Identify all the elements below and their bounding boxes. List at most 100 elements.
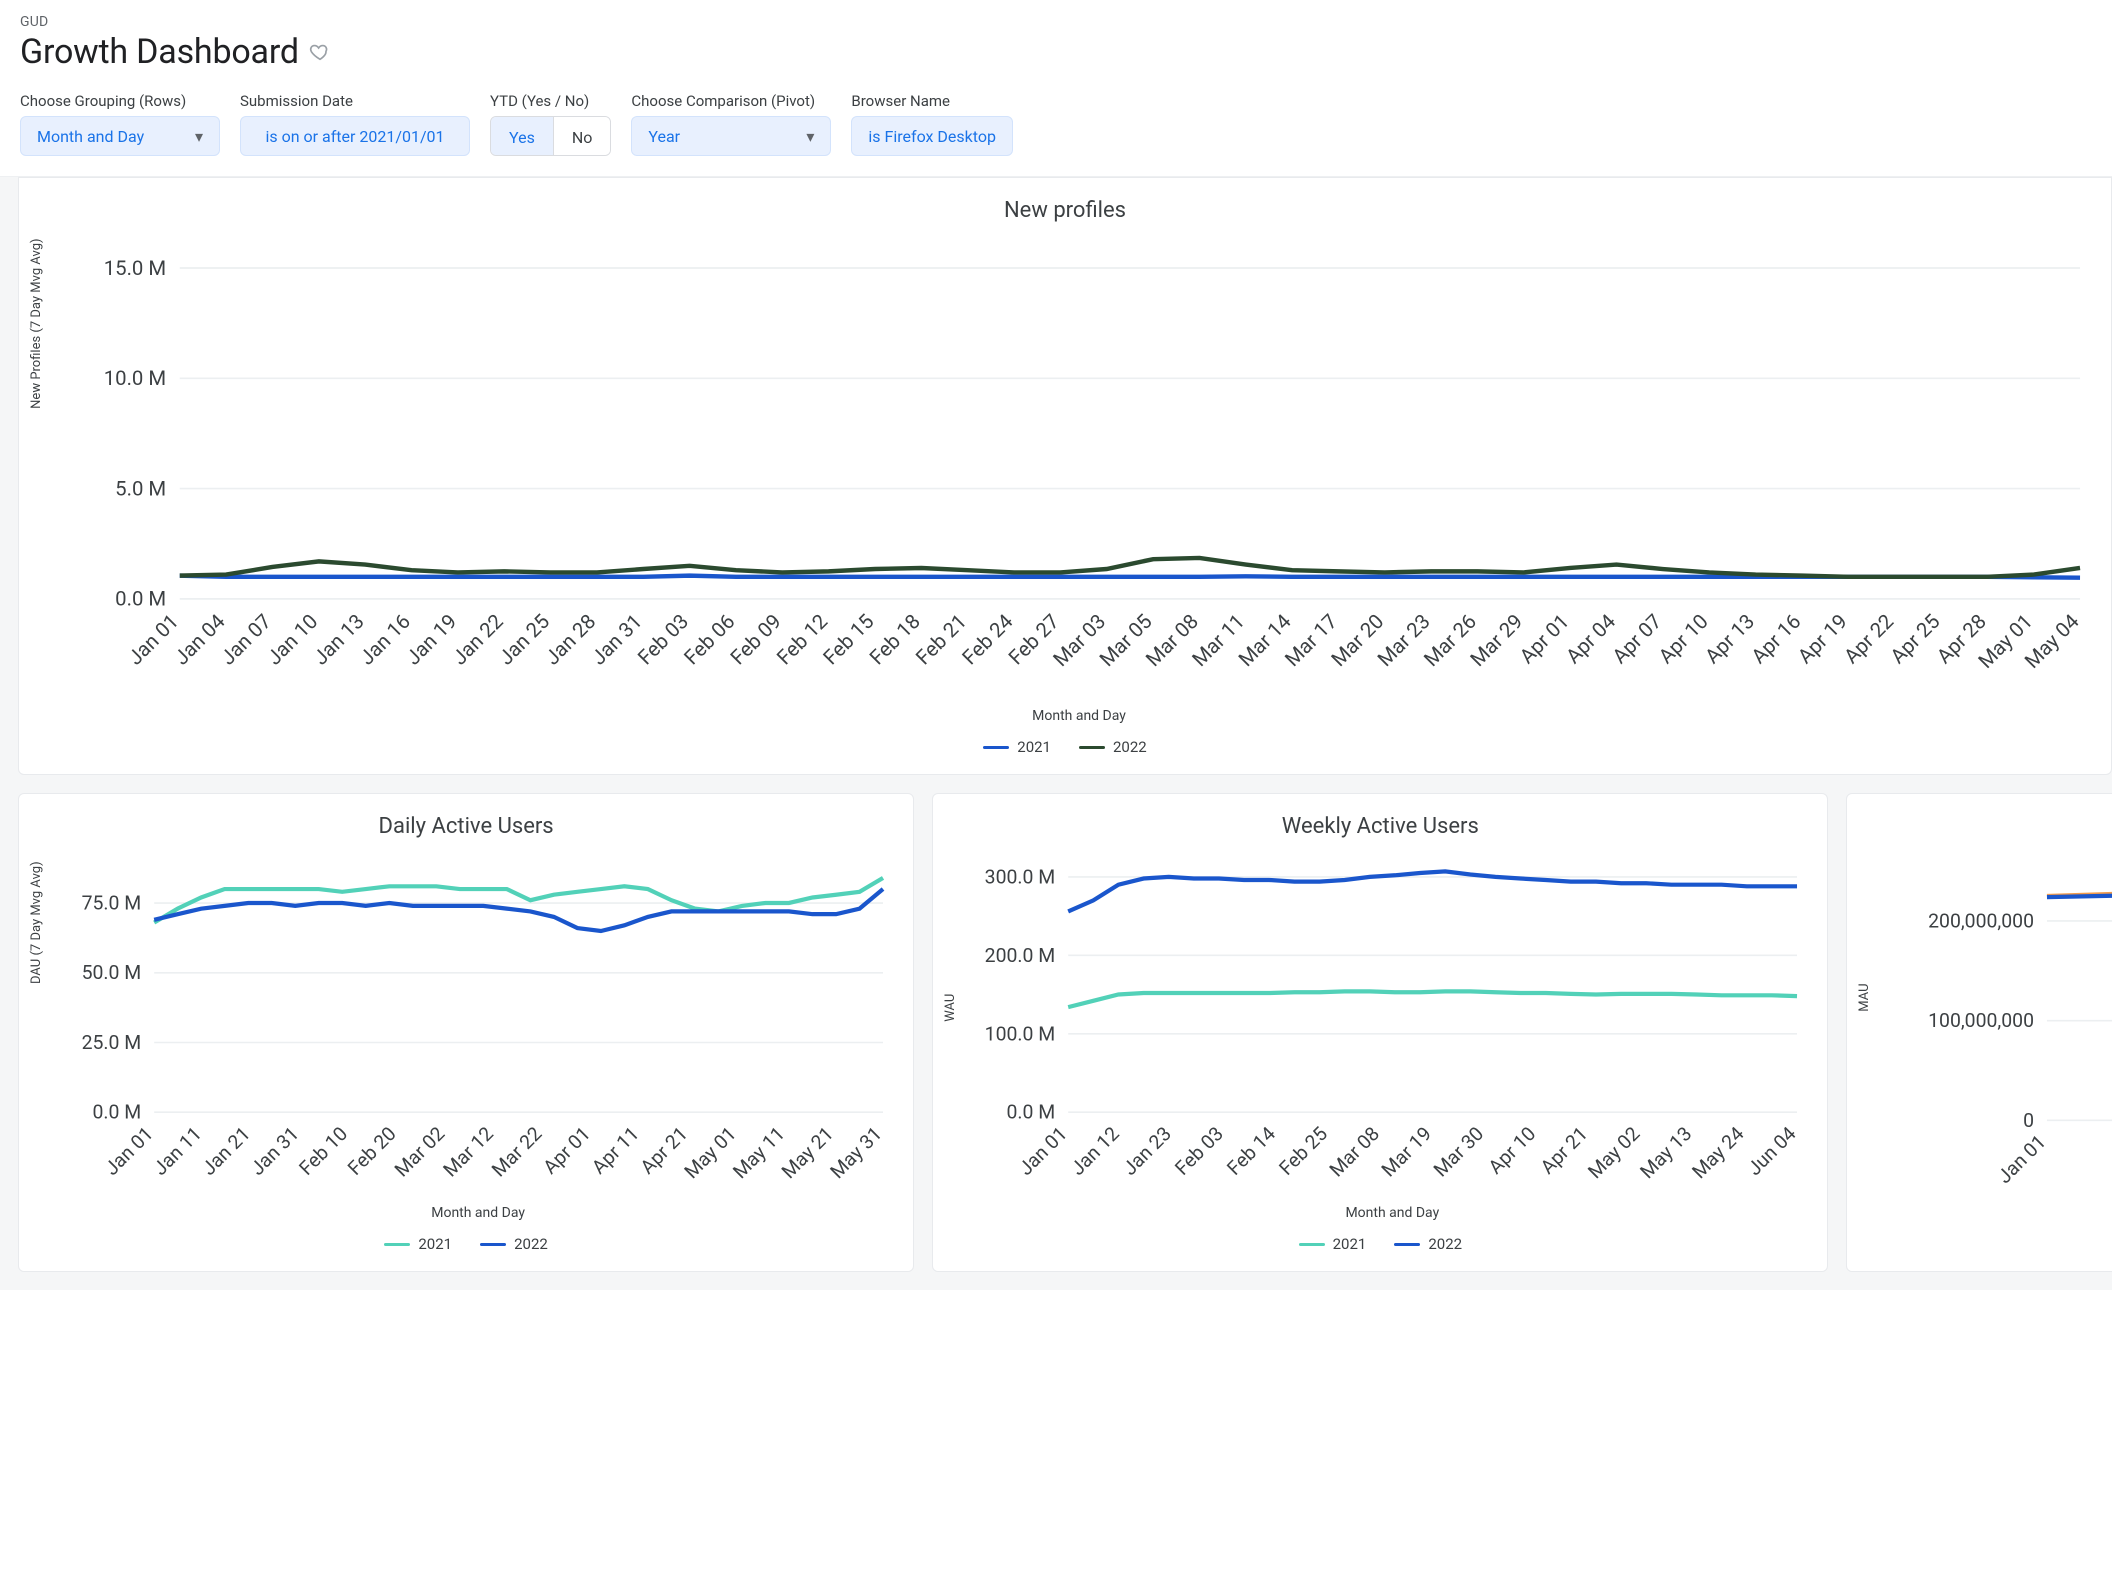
chart-title: New profiles (33, 192, 2097, 229)
legend-item-2022[interactable]: 2022 (1079, 738, 1147, 756)
svg-text:Feb 15: Feb 15 (818, 609, 878, 669)
filter-label: YTD (Yes / No) (490, 92, 611, 110)
browser-chip[interactable]: is Firefox Desktop (851, 116, 1013, 156)
legend-swatch (384, 1243, 410, 1246)
y-axis-label: New Profiles (7 Day Mvg Avg) (29, 238, 44, 408)
svg-text:Apr 04: Apr 04 (1561, 609, 1620, 668)
svg-text:Apr 07: Apr 07 (1607, 609, 1666, 668)
submission-date-chip[interactable]: is on or after 2021/01/01 (240, 116, 470, 156)
svg-text:Feb 21: Feb 21 (911, 609, 971, 669)
svg-text:May 11: May 11 (728, 1122, 789, 1183)
x-axis-label: Month and Day (971, 1201, 1813, 1221)
legend-item-2022[interactable]: 2022 (480, 1235, 548, 1253)
svg-text:Mar 02: Mar 02 (390, 1122, 449, 1181)
filter-label: Browser Name (851, 92, 1013, 110)
panel-mau: M MAU 0100,000,000200,000,000Jan 01Jan 1… (1846, 793, 2112, 1272)
x-axis-label: Month and Day (61, 704, 2097, 724)
svg-text:Jan 22: Jan 22 (447, 609, 507, 669)
svg-text:Apr 10: Apr 10 (1484, 1122, 1540, 1178)
svg-text:Jan 12: Jan 12 (1066, 1122, 1124, 1180)
svg-text:Apr 22: Apr 22 (1839, 609, 1898, 668)
legend-item-2021[interactable]: 2021 (1299, 1235, 1367, 1253)
ytd-yes-button[interactable]: Yes (491, 117, 553, 156)
svg-text:May 02: May 02 (1584, 1122, 1645, 1183)
filter-label: Choose Comparison (Pivot) (631, 92, 831, 110)
svg-text:Jan 07: Jan 07 (216, 609, 276, 669)
breadcrumb[interactable]: GUD (20, 14, 2092, 32)
heart-icon[interactable] (309, 41, 331, 63)
legend-swatch (1394, 1243, 1420, 1246)
svg-text:Feb 12: Feb 12 (772, 609, 832, 669)
ytd-no-button[interactable]: No (553, 117, 611, 156)
svg-text:Mar 08: Mar 08 (1325, 1122, 1384, 1181)
svg-text:Feb 20: Feb 20 (343, 1122, 401, 1180)
chart-title: M (1861, 808, 2112, 845)
svg-text:Mar 29: Mar 29 (1465, 609, 1527, 671)
filter-ytd: YTD (Yes / No) Yes No (490, 92, 611, 156)
mau-chart: 0100,000,000200,000,000Jan 01Jan 12 (1885, 845, 2112, 1201)
page-title: Growth Dashboard (20, 32, 299, 72)
svg-text:May 01: May 01 (680, 1122, 741, 1183)
y-axis-label: DAU (7 Day Mvg Avg) (29, 862, 44, 985)
dropdown-value: Month and Day (37, 127, 144, 146)
svg-text:Jan 31: Jan 31 (586, 609, 646, 669)
svg-text:Jan 28: Jan 28 (540, 609, 600, 669)
dashboard-body: New profiles New Profiles (7 Day Mvg Avg… (0, 177, 2112, 1290)
legend-item-2021[interactable]: 2021 (384, 1235, 452, 1253)
svg-text:0.0 M: 0.0 M (1007, 1101, 1056, 1124)
svg-text:Feb 25: Feb 25 (1275, 1122, 1333, 1180)
x-axis-label: Month and Day (57, 1201, 899, 1221)
filter-submission-date: Submission Date is on or after 2021/01/0… (240, 92, 470, 156)
svg-text:Feb 09: Feb 09 (726, 609, 786, 669)
legend-swatch (983, 746, 1009, 749)
legend-label: 2022 (1113, 738, 1147, 756)
svg-text:May 21: May 21 (777, 1122, 838, 1183)
legend-item-2022[interactable]: 2022 (1394, 1235, 1462, 1253)
chip-value: is Firefox Desktop (868, 127, 996, 146)
filter-label: Submission Date (240, 92, 470, 110)
filter-comparison: Choose Comparison (Pivot) Year ▾ (631, 92, 831, 156)
wau-chart: 0.0 M100.0 M200.0 M300.0 MJan 01Jan 12Ja… (971, 845, 1813, 1201)
comparison-dropdown[interactable]: Year ▾ (631, 116, 831, 156)
panel-new-profiles: New profiles New Profiles (7 Day Mvg Avg… (18, 177, 2112, 775)
svg-text:Mar 12: Mar 12 (439, 1122, 498, 1181)
svg-text:Jan 23: Jan 23 (1118, 1122, 1176, 1180)
svg-text:Mar 19: Mar 19 (1377, 1122, 1436, 1181)
svg-text:Apr 25: Apr 25 (1885, 609, 1944, 668)
filter-grouping: Choose Grouping (Rows) Month and Day ▾ (20, 92, 220, 156)
svg-text:Mar 23: Mar 23 (1373, 609, 1435, 671)
svg-text:Mar 03: Mar 03 (1048, 609, 1110, 671)
svg-text:Mar 22: Mar 22 (487, 1122, 546, 1181)
legend-swatch (1299, 1243, 1325, 1246)
svg-text:Jun 04: Jun 04 (1743, 1122, 1801, 1180)
svg-text:May 31: May 31 (826, 1122, 887, 1183)
svg-text:Mar 11: Mar 11 (1187, 609, 1249, 671)
legend-label: 2022 (514, 1235, 548, 1253)
chart-title: Weekly Active Users (947, 808, 1813, 845)
ytd-toggle: Yes No (490, 116, 611, 156)
svg-text:May 24: May 24 (1688, 1122, 1749, 1183)
small-charts-row: Daily Active Users DAU (7 Day Mvg Avg) 0… (0, 793, 2112, 1290)
svg-text:Mar 05: Mar 05 (1095, 609, 1157, 671)
svg-text:Jan 01: Jan 01 (1993, 1130, 2051, 1188)
legend-label: 2021 (418, 1235, 452, 1253)
svg-text:Mar 30: Mar 30 (1429, 1122, 1488, 1181)
header: GUD Growth Dashboard (0, 0, 2112, 82)
svg-text:75.0 M: 75.0 M (82, 892, 142, 915)
legend-swatch (480, 1243, 506, 1246)
svg-text:Jan 25: Jan 25 (494, 609, 554, 669)
svg-text:Jan 31: Jan 31 (246, 1122, 304, 1180)
svg-text:Feb 14: Feb 14 (1223, 1122, 1281, 1180)
svg-text:Jan 13: Jan 13 (308, 609, 368, 669)
svg-text:200,000,000: 200,000,000 (1929, 910, 2035, 933)
svg-text:Feb 06: Feb 06 (679, 609, 739, 669)
legend-item-2021[interactable]: 2021 (983, 738, 1051, 756)
svg-text:Apr 11: Apr 11 (587, 1122, 643, 1178)
svg-text:0.0 M: 0.0 M (115, 587, 166, 611)
svg-text:Jan 01: Jan 01 (123, 609, 183, 669)
panel-dau: Daily Active Users DAU (7 Day Mvg Avg) 0… (18, 793, 914, 1272)
svg-text:Apr 19: Apr 19 (1793, 609, 1852, 668)
chevron-down-icon: ▾ (195, 127, 203, 146)
grouping-dropdown[interactable]: Month and Day ▾ (20, 116, 220, 156)
svg-text:Apr 01: Apr 01 (539, 1122, 595, 1178)
